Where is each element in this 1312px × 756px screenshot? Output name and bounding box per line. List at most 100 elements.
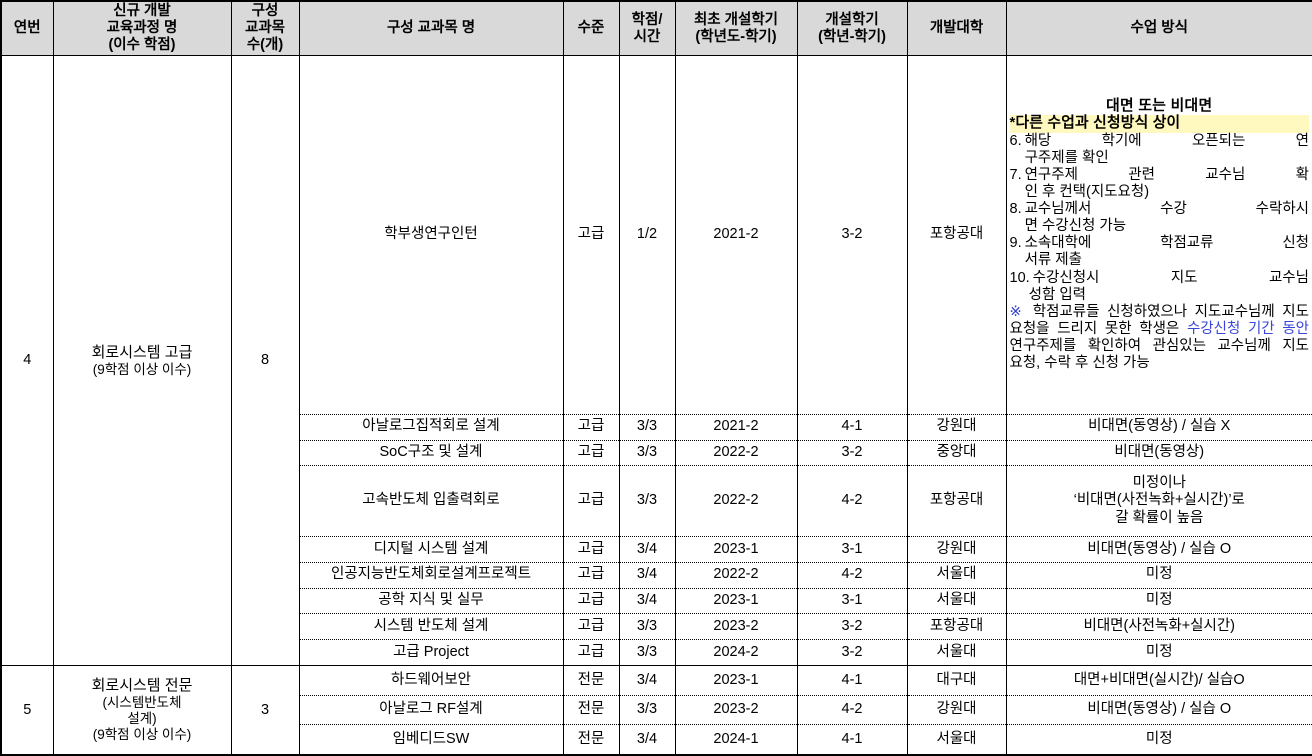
cell-level: 전문 bbox=[562, 724, 620, 756]
note-step-item: 7. 연구주제 관련 교수님 확 bbox=[1010, 167, 1310, 184]
cell-subject-name: 고속반도체 입출력회로 bbox=[298, 465, 564, 537]
note-step-marker-spacer bbox=[1010, 252, 1025, 269]
header-cell-credit: 학점/ 시간 bbox=[618, 0, 676, 57]
cell-subject-name: 임베디드SW bbox=[298, 724, 564, 756]
cell-credit-hours: 3/4 bbox=[618, 535, 676, 563]
class-mode-line: 미정이나 bbox=[1132, 475, 1186, 492]
table-row: 인공지능반도체회로설계프로젝트 고급 3/4 2022-2 4-2 서울대 미정 bbox=[1, 561, 1312, 589]
note-highlight: *다른 수업과 신청방식 상이 bbox=[1009, 115, 1309, 133]
cell-subject-name: 디지털 시스템 설계 bbox=[298, 535, 564, 563]
cell-credit-hours: 3/3 bbox=[618, 439, 676, 467]
table-row: 고속반도체 입출력회로 고급 3/3 2022-2 4-2 포항공대 미정이나 … bbox=[1, 465, 1312, 537]
cell-subject-count: 8 bbox=[230, 55, 300, 667]
header-line: 교육과정 명 bbox=[106, 20, 178, 37]
cell-class-mode: 비대면(사전녹화+실시간) bbox=[1005, 613, 1312, 641]
note-step-list: 6. 해당 학기에 오픈되는 연 구주제를 확인 7. 연구주제 관련 교수님 … bbox=[1010, 133, 1310, 304]
cell-level: 고급 bbox=[562, 55, 620, 415]
cell-class-mode: 미정 bbox=[1005, 724, 1312, 756]
note-step-item: 서류 제출 bbox=[1010, 252, 1310, 269]
cell-university: 서울대 bbox=[906, 587, 1007, 615]
cell-university: 강원대 bbox=[906, 413, 1007, 441]
cell-credit-hours: 3/3 bbox=[618, 694, 676, 726]
note-step-text: 수강신청시 지도 교수님 bbox=[1032, 269, 1309, 286]
note-step-item: 성함 입력 bbox=[1010, 287, 1310, 304]
cell-term: 4-1 bbox=[796, 724, 908, 756]
note-step-marker: 8. bbox=[1009, 201, 1022, 218]
cell-subject-name: SoC구조 및 설계 bbox=[298, 439, 564, 467]
table-row: 4 회로시스템 고급 (9학점 이상 이수) 8 학부생연구인턴 고급 1/2 … bbox=[0, 55, 1312, 667]
note-step-marker: 7. bbox=[1009, 166, 1022, 183]
table-row: 공학 지식 및 실무 고급 3/4 2023-1 3-1 서울대 미정 bbox=[1, 587, 1312, 615]
header-cell-program: 신규 개발 교육과정 명 (이수 학점) bbox=[52, 0, 232, 57]
cell-university: 중앙대 bbox=[906, 439, 1007, 467]
cell-first-term: 2021-2 bbox=[674, 55, 798, 415]
cell-sequence-number: 4 bbox=[0, 55, 54, 667]
note-step-marker-spacer bbox=[1010, 150, 1025, 167]
note-step-text: 연구주제 관련 교수님 확 bbox=[1024, 166, 1309, 183]
table-row: 시스템 반도체 설계 고급 3/3 2023-2 3-2 포항공대 비대면(사전… bbox=[1, 613, 1312, 641]
note-step-text: 성함 입력 bbox=[1028, 286, 1087, 303]
table-row: 아날로그집적회로 설계 고급 3/3 2021-2 4-1 강원대 비대면(동영… bbox=[1, 413, 1312, 441]
table-row: 디지털 시스템 설계 고급 3/4 2023-1 3-1 강원대 비대면(동영상… bbox=[1, 535, 1312, 563]
cell-subject-count: 3 bbox=[230, 665, 300, 756]
header-cell-subject: 구성 교과목 명 bbox=[298, 0, 564, 57]
note-step-text: 면 수강신청 가능 bbox=[1024, 218, 1127, 235]
header-cell-term: 개설학기 (학년-학기) bbox=[796, 0, 908, 57]
cell-university: 서울대 bbox=[906, 724, 1007, 756]
header-line: 개설학기 bbox=[825, 11, 879, 28]
note-footnote-highlighted: 수강신청 기간 동안 bbox=[1186, 320, 1310, 337]
header-cell-university: 개발대학 bbox=[906, 0, 1007, 57]
table-header: 연번 신규 개발 교육과정 명 (이수 학점) 구성 교과목 수(개) 구성 교… bbox=[0, 0, 1312, 57]
program-subtitle-line2: 설계) bbox=[127, 711, 157, 727]
cell-credit-hours: 1/2 bbox=[618, 55, 676, 415]
reference-mark-icon: ※ bbox=[1009, 303, 1026, 320]
table-row: 고급 Project 고급 3/3 2024-2 3-2 서울대 미정 bbox=[1, 639, 1312, 667]
cell-credit-hours: 3/3 bbox=[618, 613, 676, 641]
cell-level: 고급 bbox=[562, 535, 620, 563]
note-step-text: 교수님께서 수강 수락하시 bbox=[1024, 201, 1309, 218]
note-step-item: 9. 소속대학에 학점교류 신청 bbox=[1010, 235, 1310, 252]
cell-first-term: 2023-2 bbox=[674, 613, 798, 641]
cell-class-mode: 비대면(동영상) / 실습 O bbox=[1005, 694, 1312, 726]
cell-university: 서울대 bbox=[906, 639, 1007, 667]
cell-class-mode: 미정이나 ‘비대면(사전녹화+실시간)’로 갈 확률이 높음 bbox=[1005, 465, 1312, 537]
note-step-item: 10. 수강신청시 지도 교수님 bbox=[1010, 270, 1310, 287]
cell-class-mode: 비대면(동영상) / 실습 X bbox=[1005, 413, 1312, 441]
program-credits: (9학점 이상 이수) bbox=[92, 361, 192, 377]
table-row: 5 회로시스템 전문 (시스템반도체 설계) (9학점 이상 이수) 3 하드웨… bbox=[0, 665, 1312, 756]
cell-program-name: 회로시스템 고급 (9학점 이상 이수) bbox=[52, 55, 232, 667]
note-step-marker-spacer bbox=[1010, 287, 1029, 304]
header-line: 신규 개발 bbox=[113, 3, 171, 19]
header-line: 시간 bbox=[633, 28, 661, 45]
cell-level: 고급 bbox=[562, 439, 620, 467]
cell-term: 3-2 bbox=[796, 439, 908, 467]
cell-term: 4-2 bbox=[796, 561, 908, 589]
cell-university: 강원대 bbox=[906, 694, 1007, 726]
cell-level: 고급 bbox=[562, 587, 620, 615]
cell-first-term: 2024-2 bbox=[674, 639, 798, 667]
note-step-marker: 6. bbox=[1009, 132, 1022, 149]
cell-first-term: 2024-1 bbox=[674, 724, 798, 756]
cell-first-term: 2021-2 bbox=[674, 413, 798, 441]
header-line: (학년도-학기) bbox=[695, 28, 777, 45]
cell-level: 고급 bbox=[562, 561, 620, 589]
header-line: (학년-학기) bbox=[818, 28, 886, 45]
class-mode-line: ‘비대면(사전녹화+실시간)’로 bbox=[1073, 492, 1245, 509]
cell-subject-name: 아날로그 RF설계 bbox=[298, 694, 564, 726]
program-title: 회로시스템 전문 bbox=[91, 677, 193, 695]
note-step-text: 인 후 컨택(지도요청) bbox=[1024, 183, 1150, 200]
header-cell-no: 연번 bbox=[0, 0, 54, 57]
note-title: 대면 또는 비대면 bbox=[1106, 97, 1213, 114]
table-row: SoC구조 및 설계 고급 3/3 2022-2 3-2 중앙대 비대면(동영상… bbox=[1, 439, 1312, 467]
table-row: 임베디드SW 전문 3/4 2024-1 4-1 서울대 미정 bbox=[1, 724, 1312, 756]
note-step-item: 면 수강신청 가능 bbox=[1010, 218, 1310, 235]
cell-university: 서울대 bbox=[906, 561, 1007, 589]
class-mode-line: 갈 확률이 높음 bbox=[1115, 509, 1204, 526]
cell-class-mode-note: 대면 또는 비대면 *다른 수업과 신청방식 상이 6. 해당 학기에 오픈되는… bbox=[1005, 55, 1312, 415]
header-row: 연번 신규 개발 교육과정 명 (이수 학점) 구성 교과목 수(개) 구성 교… bbox=[0, 0, 1312, 57]
cell-class-mode: 미정 bbox=[1005, 561, 1312, 589]
cell-term: 4-1 bbox=[796, 413, 908, 441]
cell-sequence-number: 5 bbox=[0, 665, 54, 756]
cell-level: 고급 bbox=[562, 413, 620, 441]
cell-class-mode: 미정 bbox=[1005, 587, 1312, 615]
